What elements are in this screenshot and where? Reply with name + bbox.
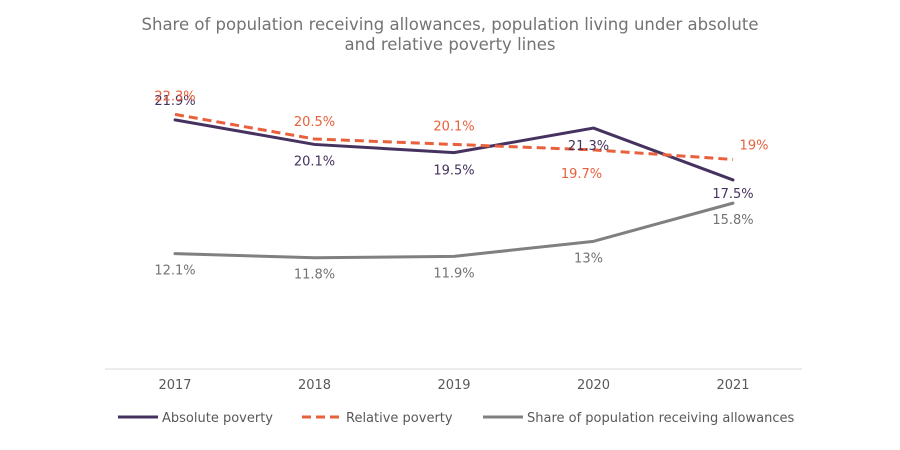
data-label-s2: 22.3%	[154, 89, 195, 104]
legend-label-3: Share of population receiving allowances	[527, 411, 794, 426]
series-line-3	[173, 201, 735, 260]
data-labels: 21.9% 20.1% 19.5% 21.3% 17.5% 22.3% 20.5% 20.1%…	[154, 89, 768, 282]
x-tick-label: 2021	[716, 378, 749, 393]
legend-label-1: Absolute poverty	[162, 411, 273, 426]
data-label-s1: 17.5%	[712, 187, 753, 202]
data-label-s3: 12.1%	[154, 264, 195, 279]
data-label-s3: 11.9%	[433, 266, 474, 281]
data-label-s2: 19%	[740, 138, 769, 153]
x-tick-label: 2020	[577, 378, 610, 393]
x-tick-label: 2019	[437, 378, 470, 393]
x-axis-ticks: 2017 2018 2019 2020 2021	[158, 378, 749, 393]
chart-title-line-2: and relative poverty lines	[345, 35, 556, 54]
data-label-s1: 20.1%	[294, 154, 335, 169]
data-label-s1: 21.9%	[154, 94, 195, 109]
series-line-2	[174, 112, 734, 161]
data-label-s1: 21.3%	[568, 139, 609, 154]
series-lines	[173, 112, 735, 260]
data-label-s2: 19.7%	[561, 167, 602, 182]
data-label-s1: 19.5%	[433, 164, 474, 179]
data-label-s2: 20.1%	[433, 119, 474, 134]
chart-title-line-1: Share of population receiving allowances…	[142, 15, 759, 34]
series-line-1	[173, 118, 735, 182]
legend: Absolute poverty Relative poverty Share of…	[118, 411, 794, 426]
data-label-s3: 11.8%	[294, 268, 335, 283]
x-tick-label: 2018	[298, 378, 331, 393]
data-label-s2: 20.5%	[294, 115, 335, 130]
legend-label-2: Relative poverty	[346, 411, 453, 426]
data-label-s3: 15.8%	[712, 213, 753, 228]
x-tick-label: 2017	[158, 378, 191, 393]
data-label-s3: 13%	[574, 251, 603, 266]
